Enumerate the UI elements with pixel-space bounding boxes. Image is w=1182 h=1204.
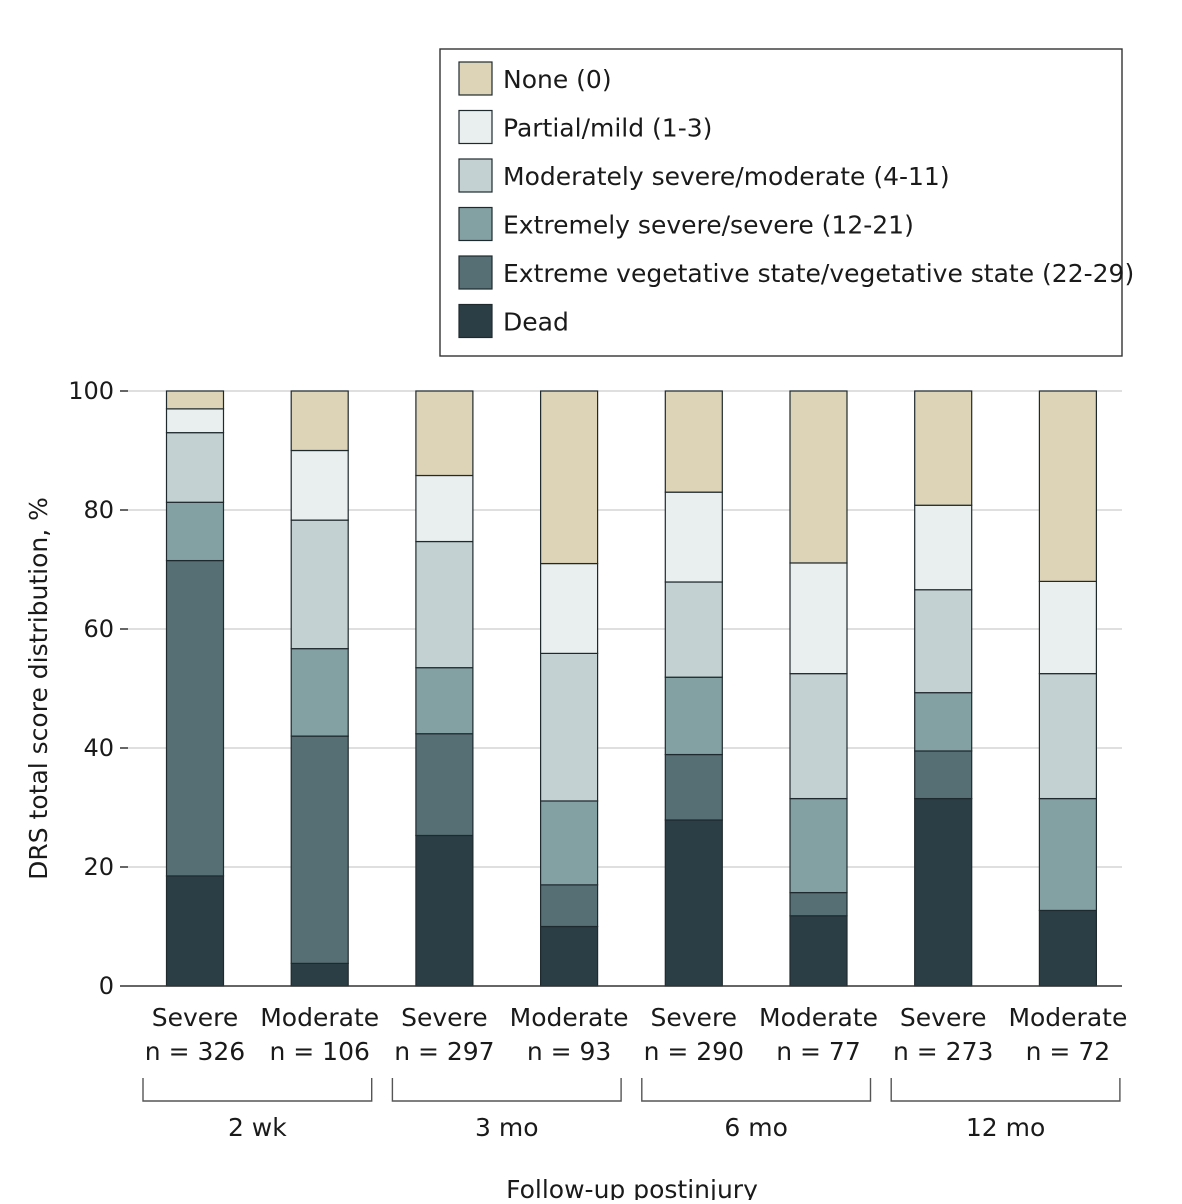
legend-swatch: [458, 109, 493, 145]
bar-segment: [165, 559, 225, 877]
group-label: 12 mo: [966, 1113, 1045, 1142]
legend-swatch: [458, 255, 493, 290]
bar-segment: [789, 891, 848, 917]
bar-segment: [539, 800, 599, 886]
bar-segment: [664, 390, 723, 493]
y-tick-label: 20: [83, 853, 114, 881]
category-label: Severe: [401, 1003, 488, 1032]
bar-segment: [789, 797, 848, 894]
bar-segment: [290, 449, 349, 521]
bar-segment: [1038, 673, 1098, 800]
category-label: Severe: [651, 1003, 738, 1032]
bar-segment: [914, 797, 973, 987]
bar-segment: [1038, 797, 1098, 912]
bar-segment: [290, 390, 349, 452]
category-n-label: n = 297: [394, 1037, 494, 1066]
bar-segment: [415, 540, 474, 669]
legend-label: Dead: [503, 308, 569, 337]
bar-segment: [539, 562, 599, 654]
bar-segment: [539, 884, 599, 928]
y-tick-label: 80: [83, 496, 114, 524]
bar-segment: [914, 750, 973, 800]
group-bracket: [391, 1078, 622, 1102]
legend-label: None (0): [503, 65, 612, 94]
legend-swatch: [458, 206, 493, 242]
bar-segment: [415, 474, 474, 543]
category-n-label: n = 72: [1026, 1037, 1111, 1066]
legend-box: [439, 48, 1123, 357]
bar-segment: [415, 390, 474, 477]
y-tick-label: 100: [68, 377, 114, 405]
bar-segment: [914, 692, 973, 752]
bar-segment: [1038, 390, 1098, 582]
bar-segment: [290, 962, 349, 987]
bar-segment: [664, 819, 723, 987]
y-axis-title: DRS total score distribution, %: [24, 497, 53, 880]
bar-segment: [914, 390, 973, 506]
group-label: 6 mo: [724, 1113, 788, 1142]
group-bracket: [890, 1078, 1121, 1102]
category-label: Moderate: [759, 1003, 878, 1032]
category-label: Moderate: [260, 1003, 379, 1032]
legend-swatch: [458, 158, 493, 193]
bar-segment: [290, 648, 349, 737]
bar-segment: [914, 589, 973, 694]
group-bracket: [142, 1078, 373, 1102]
group-label: 2 wk: [228, 1113, 287, 1142]
category-n-label: n = 106: [269, 1037, 369, 1066]
legend-label: Partial/mild (1-3): [503, 114, 712, 143]
legend-label: Extreme vegetative state/vegetative stat…: [503, 259, 1134, 288]
bar-segment: [1038, 909, 1098, 987]
bar-segment: [789, 562, 848, 675]
bar-segment: [290, 735, 349, 964]
bar-segment: [415, 834, 474, 987]
bar-segment: [914, 504, 973, 591]
bar-segment: [789, 673, 848, 800]
bar-segment: [415, 733, 474, 837]
bar-segment: [664, 676, 723, 756]
bar-segment: [664, 491, 723, 583]
bar-segment: [165, 501, 225, 562]
group-bracket: [641, 1078, 872, 1102]
bar-segment: [290, 519, 349, 650]
legend-label: Extremely severe/severe (12-21): [503, 211, 914, 240]
category-label: Moderate: [1008, 1003, 1127, 1032]
category-n-label: n = 93: [527, 1037, 612, 1066]
bar-segment: [1038, 580, 1098, 675]
legend-swatch: [458, 303, 493, 339]
bar-segment: [789, 390, 848, 564]
category-label: Severe: [152, 1003, 239, 1032]
group-label: 3 mo: [475, 1113, 539, 1142]
bar-segment: [415, 667, 474, 735]
y-tick-label: 60: [83, 615, 114, 643]
bar-segment: [539, 652, 599, 802]
bar-segment: [165, 432, 225, 503]
y-tick-label: 0: [99, 972, 114, 1000]
category-label: Moderate: [510, 1003, 629, 1032]
x-axis-title: Follow-up postinjury: [506, 1175, 758, 1200]
legend-swatch: [458, 61, 493, 96]
bar-segment: [789, 915, 848, 987]
category-n-label: n = 326: [145, 1037, 245, 1066]
category-label: Severe: [900, 1003, 987, 1032]
bar-segment: [165, 875, 225, 987]
bar-segment: [165, 390, 225, 410]
legend-label: Moderately severe/moderate (4-11): [503, 162, 950, 191]
bar-segment: [539, 390, 599, 565]
category-n-label: n = 273: [893, 1037, 993, 1066]
bar-segment: [165, 408, 225, 434]
category-n-label: n = 77: [776, 1037, 861, 1066]
category-n-label: n = 290: [644, 1037, 744, 1066]
bar-segment: [664, 581, 723, 678]
y-tick-label: 40: [83, 734, 114, 762]
bar-segment: [539, 925, 599, 987]
bar-segment: [664, 753, 723, 821]
